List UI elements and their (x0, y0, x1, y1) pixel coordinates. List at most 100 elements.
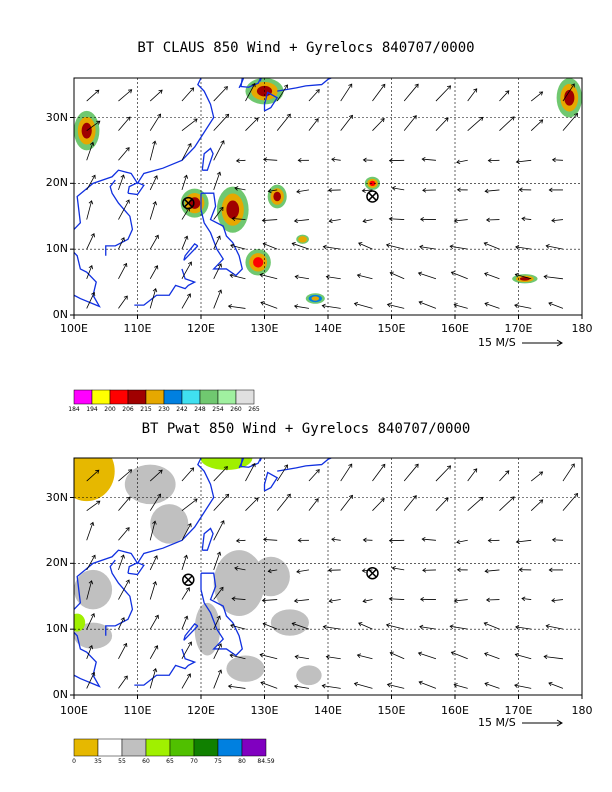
colorbar-swatch (217, 738, 243, 757)
colorbar-label: 0 (72, 758, 76, 765)
arrow-head (551, 218, 556, 223)
wind-arrow (118, 617, 125, 630)
arrow-head (152, 581, 158, 586)
lat-tick-label: 10N (45, 242, 68, 256)
arrow-head (487, 538, 492, 543)
arrow-head (153, 555, 158, 560)
coastline (134, 268, 197, 306)
wind-arrow (514, 684, 532, 689)
gyre-marker (366, 190, 379, 203)
arrow-head (331, 157, 336, 162)
coastline (200, 192, 243, 277)
lon-tick-label: 180 (571, 704, 593, 717)
arrow-head (293, 598, 298, 604)
arrow-head (193, 118, 198, 123)
arrow-head (186, 673, 191, 678)
lon-tick-label: 170E (504, 704, 533, 717)
wind-arrow (296, 569, 310, 573)
arrow-head (548, 567, 553, 573)
wind-arrow (181, 641, 192, 659)
arrow-head (153, 175, 158, 180)
wind-arrow (213, 552, 221, 571)
wind-arrow (118, 263, 127, 279)
arrow-head (418, 300, 423, 306)
wind-arrow (149, 645, 158, 659)
wind-arrow (499, 116, 515, 131)
arrow-head (216, 551, 222, 556)
wind-arrow (323, 246, 341, 250)
arrow-head (328, 218, 333, 224)
arrow-head (125, 579, 130, 584)
wind-arrow (213, 86, 228, 102)
gyre-marker (182, 573, 195, 587)
wind-arrow (213, 140, 225, 161)
colorbar-swatch (169, 738, 195, 757)
wind-arrow (86, 469, 100, 482)
arrow-head (421, 156, 426, 162)
wind-arrow (213, 466, 228, 482)
arrow-head (217, 289, 223, 294)
arrow-head (348, 83, 353, 88)
colorbar-label: 84.59 (257, 758, 275, 765)
arrow-head (380, 118, 385, 123)
lat-tick-label: 30N (45, 110, 68, 124)
plot-area (74, 458, 582, 695)
arrow-head (348, 114, 353, 119)
wind-arrow (294, 305, 310, 309)
wind-arrow (181, 673, 191, 689)
wind-arrow (245, 497, 259, 511)
coastline (74, 251, 101, 308)
cloud-blob (273, 191, 282, 202)
arrow-head (291, 622, 296, 627)
wind-arrow (213, 615, 221, 630)
coastline (277, 78, 332, 92)
wind-arrow (234, 567, 246, 571)
colorbar-label: 194 (86, 406, 98, 413)
wind-arrow (149, 615, 159, 630)
arrow-head (362, 157, 367, 163)
wind-arrow (118, 89, 132, 102)
pwat-blob (150, 504, 189, 544)
ref-vector-head (556, 719, 563, 727)
arrow-head (485, 217, 490, 223)
arrow-head (120, 237, 125, 242)
cloud-blob (564, 89, 575, 106)
pwat-blob (270, 609, 309, 636)
arrow-head (89, 141, 95, 147)
wind-arrow (329, 219, 341, 222)
wind-arrow (544, 276, 563, 280)
wind-arrow (326, 276, 341, 280)
wind-arrow (484, 682, 500, 689)
arrow-head (551, 537, 556, 543)
lon-tick-label: 120E (187, 704, 215, 717)
arrow-head (574, 492, 579, 498)
arrow-head (543, 654, 548, 660)
wind-arrow (308, 498, 319, 511)
wind-arrow (86, 613, 95, 630)
wind-arrow (467, 468, 478, 482)
wind-arrow (86, 89, 100, 102)
coastline (201, 147, 214, 171)
arrow-head (254, 117, 259, 122)
wind-arrow (308, 469, 320, 482)
wind-arrow (514, 304, 532, 309)
pwat-yellow (74, 458, 115, 502)
coastline (74, 78, 215, 230)
wind-arrow (86, 120, 101, 131)
arrow-head (538, 471, 544, 476)
lat-tick-label: 10N (45, 622, 68, 636)
arrow-head (444, 117, 449, 122)
coastline (74, 458, 215, 610)
wind-arrow (358, 242, 373, 250)
arrow-head (90, 613, 95, 618)
arrow-head (216, 615, 221, 620)
wind-arrow (485, 189, 500, 192)
wind-arrow (467, 88, 478, 102)
arrow-head (154, 265, 159, 270)
pwat-blob (296, 665, 322, 686)
wind-arrow (262, 219, 278, 221)
colorbar-label: 75 (214, 758, 222, 765)
wind-arrow (456, 159, 468, 163)
arrow-head (187, 641, 193, 646)
arrow-head (187, 261, 193, 266)
